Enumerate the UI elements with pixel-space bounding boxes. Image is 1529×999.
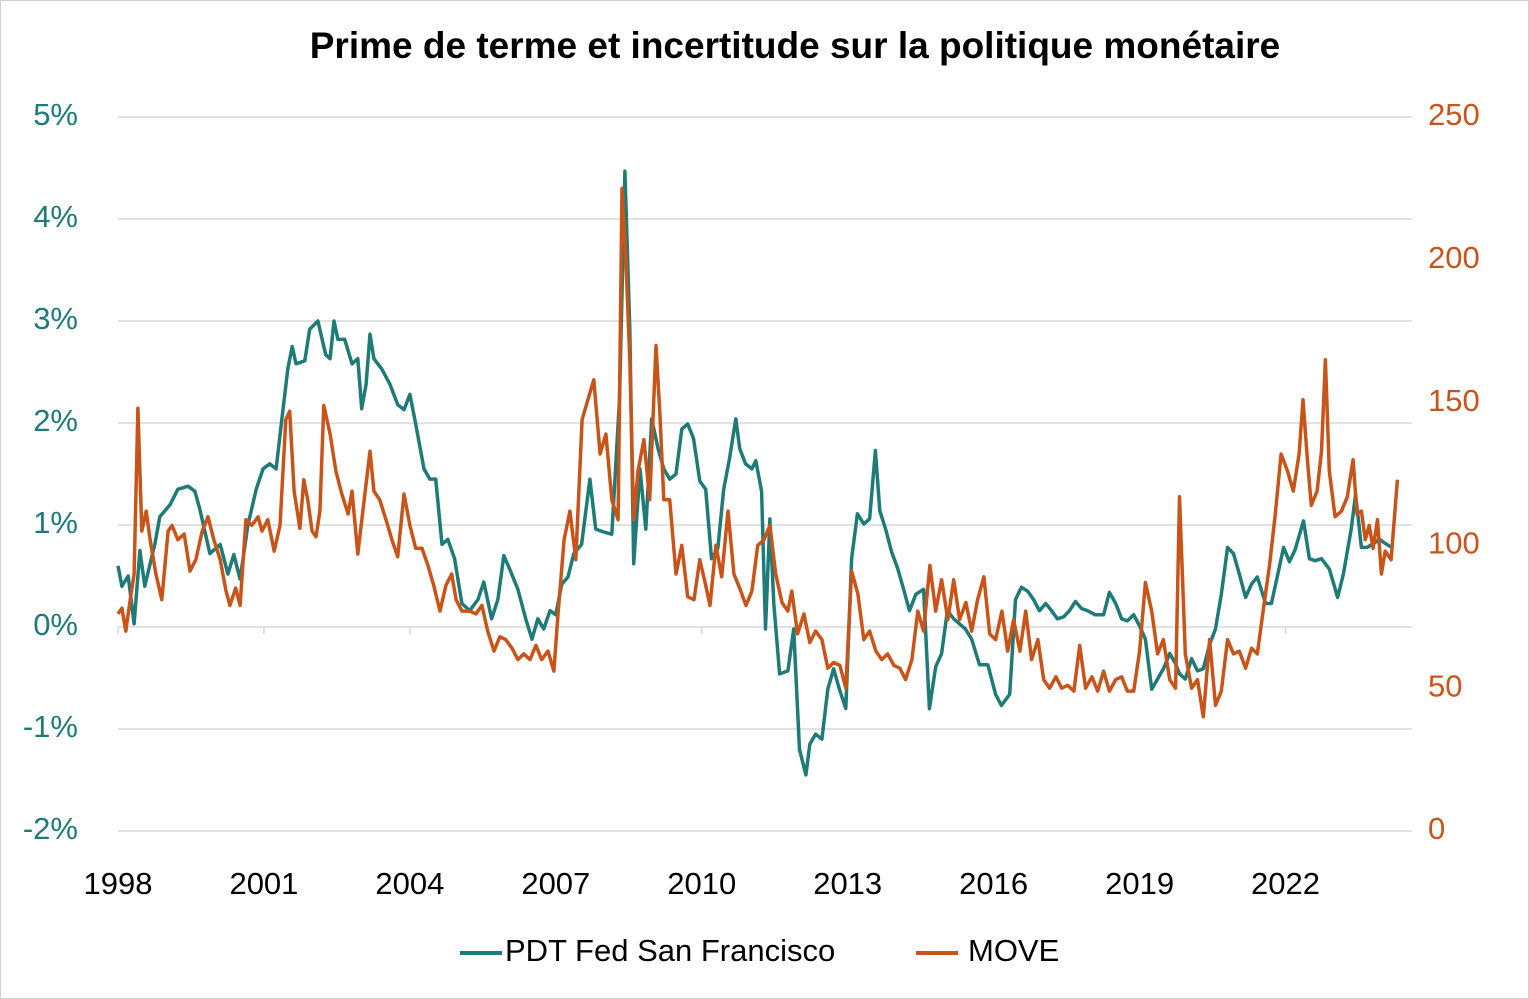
y-tick-label: -2% [23,811,78,846]
x-tick-label: 2013 [813,866,882,901]
x-tick-label: 2022 [1251,866,1320,901]
y-tick-label: 0% [33,607,78,642]
x-tick-label: 2004 [375,866,444,901]
x-tick-label: 2001 [229,866,298,901]
line-series [116,186,1400,719]
y-tick-label: 1% [33,505,78,540]
y2-tick-label: 100 [1428,526,1480,561]
y-tick-label: 3% [33,301,78,336]
x-tick-label: 2016 [959,866,1028,901]
legend-label: MOVE [968,933,1059,968]
chart-title: Prime de terme et incertitude sur la pol… [310,25,1280,66]
y2-tick-label: 150 [1428,383,1480,418]
y-tick-label: -1% [23,709,78,744]
x-tick-label: 2007 [521,866,590,901]
y-tick-label: 2% [33,403,78,438]
y2-tick-label: 200 [1428,240,1480,275]
y2-tick-label: 0 [1428,811,1445,846]
x-tick-label: 1998 [84,866,153,901]
x-tick-label: 2019 [1105,866,1174,901]
line-series [116,169,1393,777]
legend-label: PDT Fed San Francisco [505,933,835,968]
y-tick-label: 5% [33,97,78,132]
y2-tick-label: 50 [1428,668,1462,703]
y2-tick-label: 250 [1428,97,1480,132]
y-tick-label: 4% [33,199,78,234]
x-tick-label: 2010 [667,866,736,901]
